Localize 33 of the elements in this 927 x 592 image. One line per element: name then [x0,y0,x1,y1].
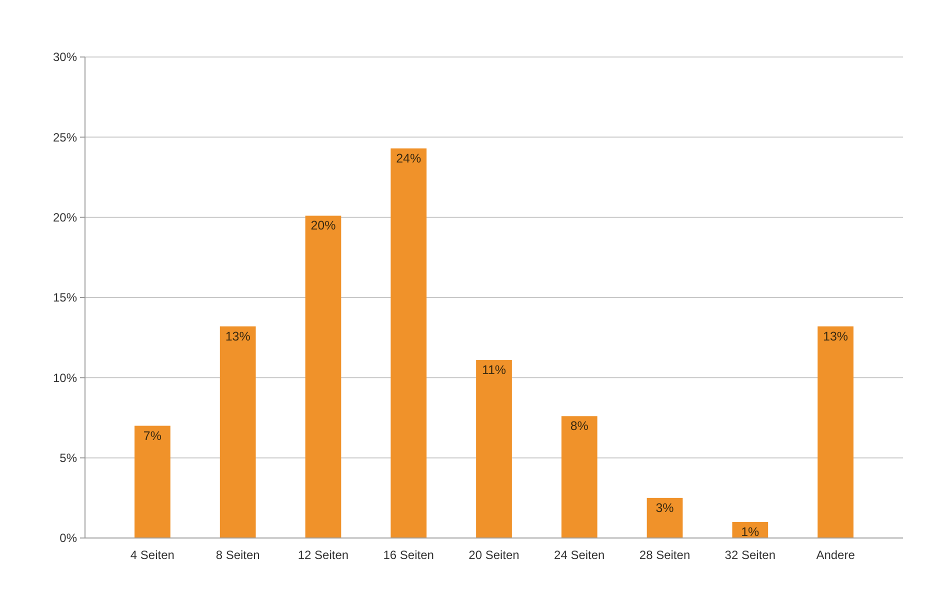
x-tick-label: 24 Seiten [554,548,605,562]
bar [390,148,427,538]
x-tick-label: 28 Seiten [639,548,690,562]
bar [561,416,598,538]
x-tick-label: 32 Seiten [724,548,776,562]
x-tick-label: 12 Seiten [298,548,349,562]
data-label: 8% [570,419,588,434]
bar [220,326,256,538]
bar [646,498,683,538]
x-tick-label: 8 Seiten [216,548,260,562]
x-tick-label: 16 Seiten [383,548,434,562]
data-label: 13% [823,329,848,344]
data-label: 11% [482,363,506,378]
y-tick-label: 5% [60,451,78,466]
data-label: 13% [225,329,250,344]
x-tick-label: 20 Seiten [468,548,520,562]
y-tick-label: 25% [52,130,78,144]
x-tick-label: 4 Seiten [130,548,174,562]
bar [305,216,342,538]
data-label: 20% [310,218,336,233]
y-tick-label: 0% [60,531,78,546]
y-tick-label: 10% [52,370,78,385]
bar [476,360,512,538]
x-tick-label: Andere [816,548,856,562]
y-tick-label: 15% [52,290,78,305]
data-label: 7% [143,428,162,443]
bar [818,326,854,538]
data-label: 1% [741,524,760,539]
y-tick-label: 20% [52,210,78,225]
y-tick-label: 30% [52,50,78,64]
data-label: 3% [656,500,674,515]
bar [134,426,170,538]
data-label: 24% [396,151,422,166]
